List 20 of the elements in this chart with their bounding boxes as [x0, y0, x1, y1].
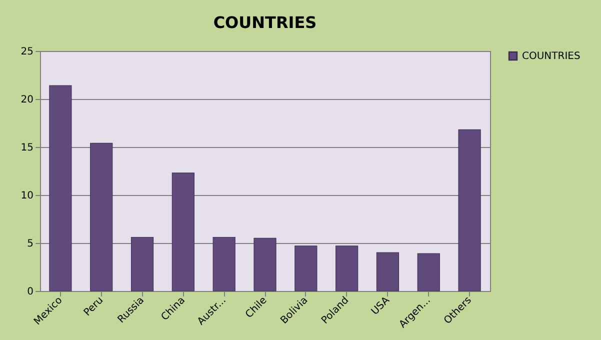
y-tick-label: 0 [27, 286, 34, 298]
y-tick-label: 20 [20, 94, 34, 106]
bar [172, 172, 194, 292]
bar [458, 129, 481, 292]
bar [254, 238, 276, 292]
bar [294, 246, 318, 292]
legend-label: COUNTRIES [522, 51, 580, 62]
bar [417, 253, 440, 292]
chart-title: COUNTRIES [213, 13, 317, 32]
y-tick-label: 25 [20, 46, 34, 58]
bar [90, 142, 113, 292]
x-tick-label: USA [370, 294, 392, 318]
y-tick-label: 5 [27, 238, 34, 250]
bar [336, 246, 358, 292]
bar [49, 85, 72, 292]
bar [130, 236, 154, 292]
y-tick-label: 15 [20, 142, 34, 154]
y-tick-label: 10 [20, 190, 34, 202]
bar [376, 252, 400, 292]
bar [212, 236, 236, 292]
